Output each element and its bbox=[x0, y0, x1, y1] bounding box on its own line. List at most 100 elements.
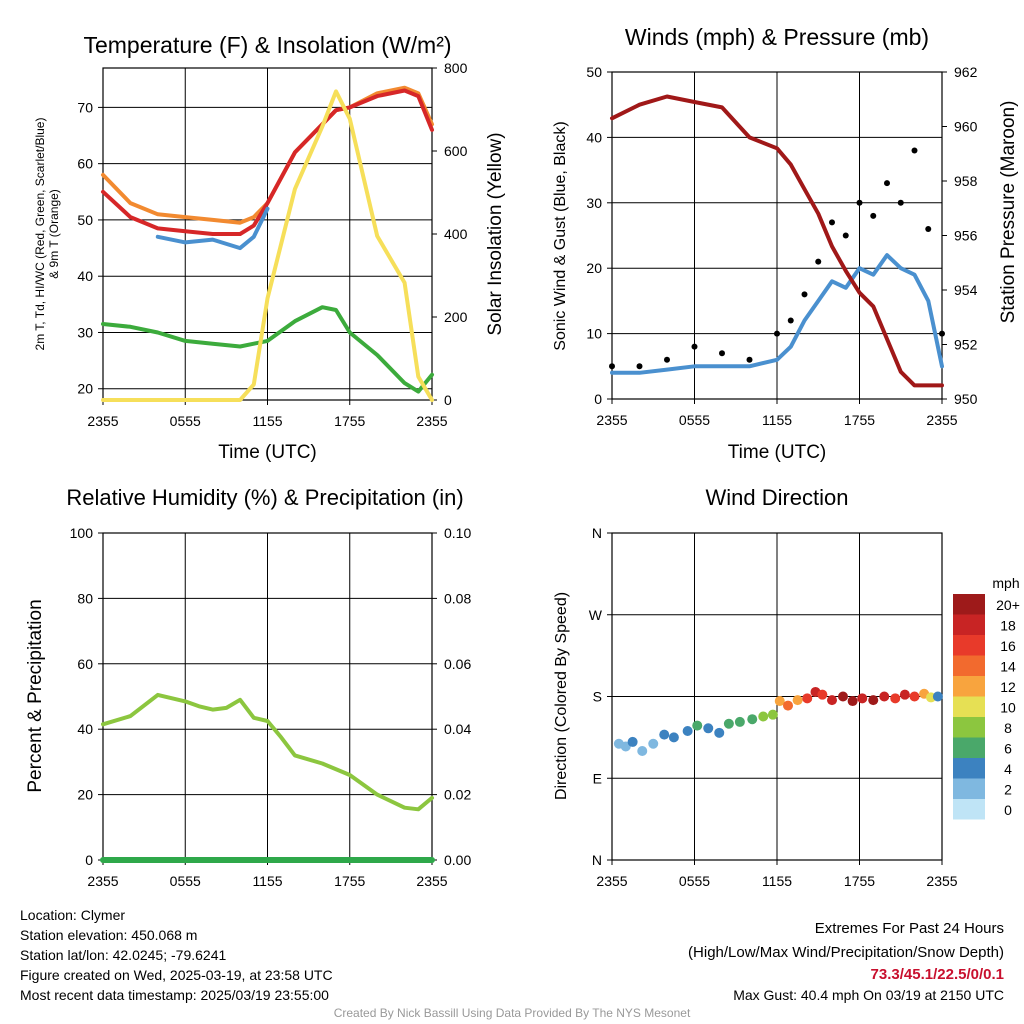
chart-title: Wind Direction bbox=[705, 485, 848, 510]
y-tick-label: 30 bbox=[77, 324, 93, 340]
legend-swatch bbox=[953, 799, 985, 820]
direction-point bbox=[637, 746, 648, 756]
direction-point bbox=[868, 695, 879, 706]
max-gust: Max Gust: 40.4 mph On 03/19 at 2150 UTC bbox=[733, 987, 1004, 1003]
x-tick-label: 2355 bbox=[87, 873, 118, 889]
station-info: Location: Clymer Station elevation: 450.… bbox=[20, 905, 333, 1005]
legend-swatch bbox=[953, 594, 985, 615]
chart-title: Temperature (F) & Insolation (W/m²) bbox=[83, 32, 451, 58]
legend-swatch bbox=[953, 696, 985, 717]
legend-label: 2 bbox=[1004, 782, 1012, 798]
series-1-point bbox=[897, 199, 904, 206]
series-1-point bbox=[787, 317, 794, 324]
figure-created: Figure created on Wed, 2025-03-19, at 23… bbox=[20, 967, 333, 983]
legend-swatch bbox=[953, 778, 985, 799]
series-3-line bbox=[101, 305, 434, 394]
y-tick-label: W bbox=[589, 607, 603, 623]
legend-label: 0 bbox=[1004, 802, 1012, 818]
direction-point bbox=[890, 693, 901, 704]
y2-tick-label: 0 bbox=[444, 392, 452, 408]
y-tick-label: 60 bbox=[77, 656, 93, 672]
x-tick-label: 1755 bbox=[844, 412, 875, 428]
series-1-point bbox=[801, 291, 808, 298]
credit-footer: Created By Nick Bassill Using Data Provi… bbox=[333, 1006, 691, 1020]
panel-3: 2355 0555 1155 1755 2355 0 20 40 60 80 100 0.00 0.02… bbox=[25, 485, 471, 889]
series-1-point bbox=[856, 199, 863, 206]
x-tick-label: 1155 bbox=[762, 412, 792, 428]
y-axis-label-line-2: & 9m T (Orange) bbox=[47, 189, 61, 279]
panel-4: 2355 0555 1155 1755 2355 N E S W N Wind Direction D… bbox=[553, 485, 1020, 889]
x-tick-label: 2355 bbox=[87, 413, 118, 429]
y-axis-label-line-1: 2m T, Td, HI/WC (Red, Green, Scarlet/Blu… bbox=[33, 118, 47, 351]
panel-1: 2355 0555 1155 1755 2355 20 30 40 50 60 70 0 200 400 6… bbox=[33, 32, 506, 463]
y-tick-label: 80 bbox=[77, 590, 93, 606]
direction-point bbox=[879, 691, 890, 702]
y-tick-label: 20 bbox=[77, 381, 93, 397]
series-1-point bbox=[815, 258, 822, 265]
y-tick-label: 0 bbox=[594, 391, 602, 407]
y-axis-label: Percent & Precipitation bbox=[25, 599, 46, 792]
x-tick-label: 2355 bbox=[416, 873, 447, 889]
direction-point bbox=[932, 691, 943, 702]
legend-swatch bbox=[953, 737, 985, 758]
extremes-title: Extremes For Past 24 Hours bbox=[814, 920, 1004, 937]
x-tick-label: 2355 bbox=[416, 413, 447, 429]
legend-label: 20+ bbox=[996, 597, 1020, 613]
legend-label: 8 bbox=[1004, 720, 1012, 736]
direction-point bbox=[648, 738, 659, 749]
direction-point bbox=[783, 700, 793, 711]
series-1-line bbox=[101, 88, 434, 236]
x-tick-label: 0555 bbox=[170, 873, 201, 889]
direction-point bbox=[734, 716, 745, 727]
y2-tick-label: 0.10 bbox=[444, 525, 471, 541]
x-tick-label: 0555 bbox=[679, 873, 710, 889]
direction-point bbox=[703, 723, 714, 734]
y2-tick-label: 0.00 bbox=[444, 852, 471, 868]
legend-label: 4 bbox=[1004, 761, 1012, 777]
direction-point bbox=[827, 695, 837, 706]
y2-tick-label: 958 bbox=[954, 173, 978, 189]
direction-point bbox=[627, 736, 638, 747]
x-tick-label: 2355 bbox=[596, 412, 627, 428]
series-1-point bbox=[719, 350, 725, 357]
direction-point bbox=[774, 696, 785, 707]
series-1-point bbox=[746, 356, 753, 363]
direction-point bbox=[682, 726, 693, 737]
y-tick-label: 50 bbox=[77, 212, 93, 228]
series-1-point bbox=[636, 363, 643, 370]
recent-data-timestamp: Most recent data timestamp: 2025/03/19 2… bbox=[20, 987, 329, 1003]
series-1-point bbox=[842, 232, 849, 239]
y-tick-label: 50 bbox=[586, 64, 602, 80]
y2-tick-label: 962 bbox=[954, 64, 978, 80]
x-axis-label: Time (UTC) bbox=[728, 442, 827, 463]
speed-legend: mph 20+ 18 16 14 12 10 8 6 4 2 0 bbox=[953, 575, 1020, 820]
y-axis-label: 2m T, Td, HI/WC (Red, Green, Scarlet/Blu… bbox=[33, 118, 61, 351]
y-tick-label: 60 bbox=[77, 156, 93, 172]
legend-swatch bbox=[953, 635, 985, 656]
legend-swatch bbox=[953, 655, 985, 676]
direction-point bbox=[714, 727, 725, 738]
direction-point bbox=[723, 718, 734, 729]
y2-axis-label: Solar Insolation (Yellow) bbox=[485, 132, 506, 335]
x-tick-label: 2355 bbox=[926, 412, 957, 428]
direction-point bbox=[747, 714, 758, 725]
series-1-point bbox=[664, 356, 670, 363]
direction-point bbox=[659, 729, 670, 740]
direction-point bbox=[758, 711, 769, 722]
series-1-point bbox=[609, 363, 615, 370]
y-axis-label: Sonic Wind & Gust (Blue, Black) bbox=[552, 121, 569, 350]
panel-2: 2355 0555 1155 1755 2355 0 10 20 30 40 50 950 952 954… bbox=[552, 24, 1019, 463]
legend-label: 10 bbox=[1000, 700, 1016, 716]
y2-tick-label: 400 bbox=[444, 226, 468, 242]
series-1-point bbox=[774, 330, 780, 337]
direction-point bbox=[692, 720, 703, 731]
series-1-point bbox=[691, 343, 698, 350]
station-location: Location: Clymer bbox=[20, 907, 126, 923]
y2-tick-label: 960 bbox=[954, 119, 978, 135]
y2-tick-label: 0.02 bbox=[444, 787, 471, 803]
x-tick-label: 1155 bbox=[252, 413, 282, 429]
y2-tick-label: 952 bbox=[954, 337, 978, 353]
chart-title: Winds (mph) & Pressure (mb) bbox=[625, 24, 929, 50]
y-tick-label: 100 bbox=[70, 525, 94, 541]
